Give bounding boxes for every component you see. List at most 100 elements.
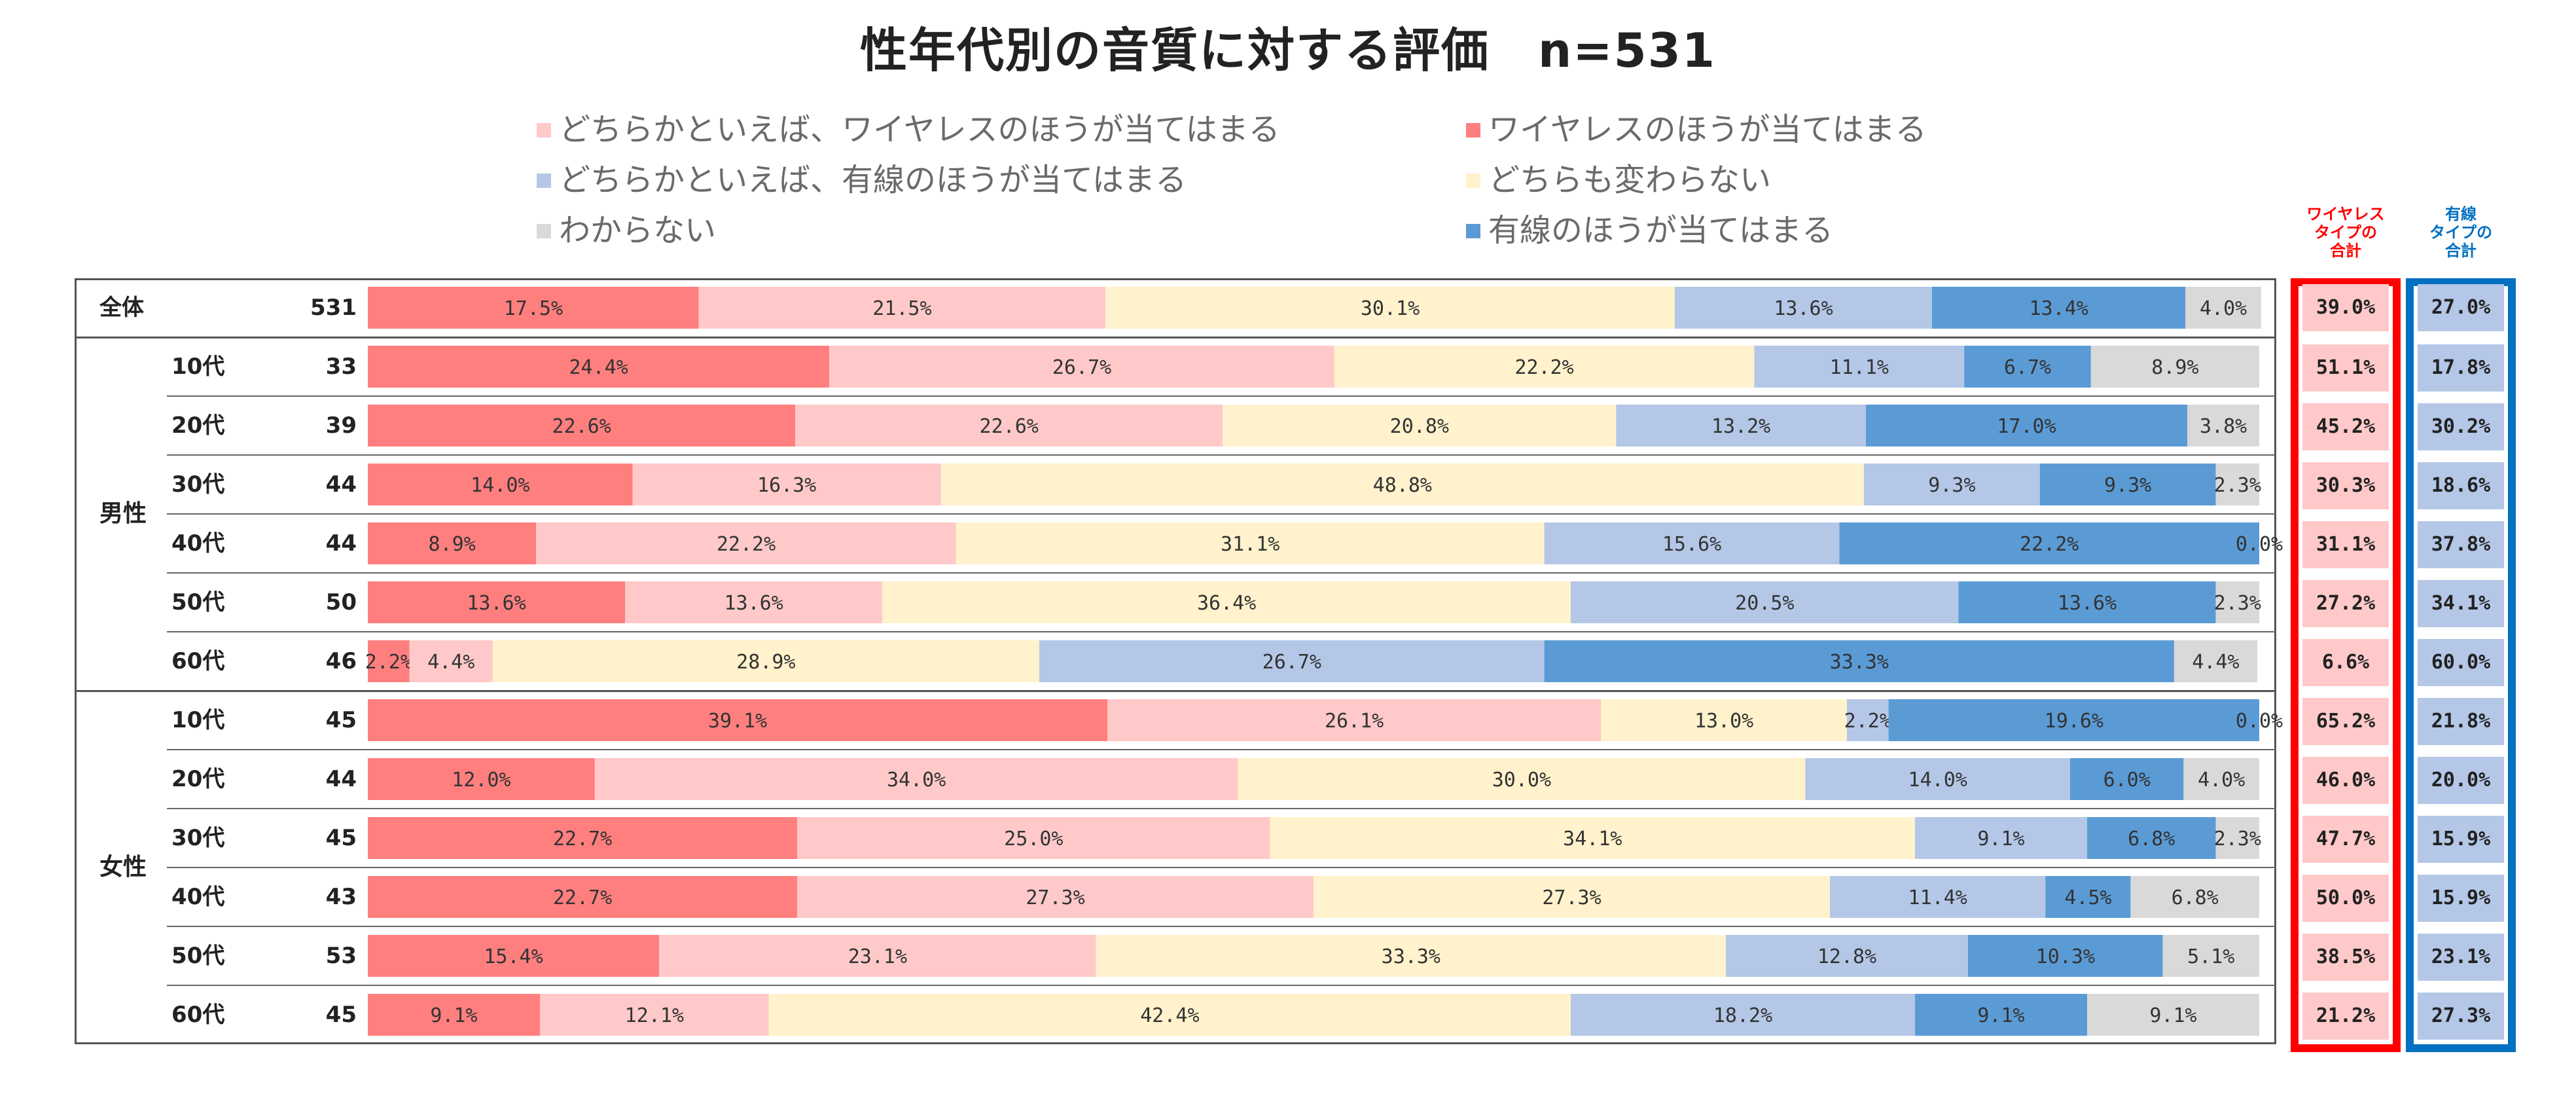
row-label: 60代 [171, 648, 225, 674]
total-value-wired: 34.1% [2418, 579, 2504, 627]
total-header-wired: 有線 タイプの 合計 [2405, 205, 2516, 260]
bar-segment-rather_wireless [625, 581, 882, 623]
bar-segment-rather_wired [1571, 581, 1959, 623]
bar-segment-unknown [2090, 346, 2259, 388]
total-header-line: 合計 [2445, 242, 2477, 260]
row-divider [167, 395, 2276, 397]
bar-segment-rather_wireless [540, 994, 769, 1036]
bar-segment-rather_wired [1039, 640, 1545, 682]
bar-value-label: 22.6% [552, 415, 611, 438]
bar-segment-unknown [2215, 817, 2259, 859]
bar-value-label: 13.6% [467, 592, 526, 615]
bar-segment-wireless [368, 876, 797, 918]
bar-value-label: 19.6% [2045, 710, 2103, 733]
total-header-line: タイプの [2314, 223, 2377, 242]
legend-item: どちらかといえば、ワイヤレスのほうが当てはまる [537, 110, 1280, 149]
total-value-wired: 17.8% [2418, 343, 2504, 392]
row-divider [167, 985, 2276, 986]
total-header-line: タイプの [2429, 223, 2492, 242]
chart-frame [75, 278, 2276, 1044]
row-n-value: 33 [325, 354, 357, 380]
legend-label: どちらも変わらない [1488, 162, 1772, 198]
bar-value-label: 13.6% [2058, 592, 2117, 615]
bar-value-label: 18.2% [1713, 1004, 1772, 1027]
legend-label: どちらかといえば、有線のほうが当てはまる [559, 162, 1187, 198]
bar-value-label: 22.6% [980, 415, 1039, 438]
bar-segment-unknown [2215, 581, 2259, 623]
bar-value-label: 42.4% [1140, 1004, 1199, 1027]
bar-value-label: 9.1% [2149, 1004, 2196, 1027]
bar-segment-neutral [940, 464, 1864, 505]
bar-value-label: 10.3% [2036, 945, 2095, 968]
bar-value-label: 4.5% [2064, 886, 2111, 909]
bar-segment-neutral [882, 581, 1571, 623]
legend-label: ワイヤレスのほうが当てはまる [1488, 111, 1927, 148]
bar-segment-rather_wireless [797, 876, 1314, 918]
bar-value-label: 13.2% [1711, 415, 1770, 438]
bar-segment-rather_wireless [594, 758, 1238, 800]
bar-segment-rather_wired [1915, 817, 2087, 859]
total-value-wired: 60.0% [2418, 638, 2504, 686]
bar-value-label: 15.6% [1662, 533, 1721, 556]
bar-value-label: 8.9% [428, 533, 475, 556]
bar-value-label: 2.3% [2214, 592, 2261, 615]
bar-value-label: 4.4% [2192, 651, 2239, 674]
bar-segment-wireless [368, 581, 625, 623]
bar-segment-rather_wired [1864, 464, 2040, 505]
bar-segment-wired [1888, 699, 2259, 741]
bar-segment-rather_wireless [409, 640, 493, 682]
chart-title: 性年代別の音質に対する評価 n=531 [860, 23, 1716, 78]
bar-value-label: 13.4% [2030, 297, 2088, 320]
bar-segment-neutral [956, 522, 1545, 564]
bar-segment-wired [1865, 405, 2188, 447]
bar-value-label: 26.7% [1262, 651, 1321, 674]
row-divider [167, 867, 2276, 868]
row-label: 50代 [171, 589, 225, 615]
bar-value-label: 22.2% [2020, 533, 2079, 556]
legend-item: 有線のほうが当てはまる [1466, 211, 1833, 250]
bar-segment-neutral [492, 640, 1039, 682]
total-header-line: ワイヤレス [2306, 205, 2385, 223]
row-n-value: 45 [325, 1002, 357, 1028]
total-value-wired: 37.8% [2418, 520, 2504, 568]
bar-value-label: 34.1% [1563, 828, 1622, 850]
row-label: 10代 [171, 354, 225, 380]
bar-segment-rather_wired [1675, 287, 1932, 329]
bar-value-label: 13.6% [724, 592, 783, 615]
bar-segment-wireless [368, 522, 537, 564]
bar-value-label: 4.4% [427, 651, 474, 674]
bar-value-label: 6.8% [2172, 886, 2219, 909]
legend-swatch [1466, 173, 1480, 188]
row-n-value: 39 [325, 412, 357, 439]
bar-value-label: 39.1% [708, 710, 767, 733]
bar-segment-wired [1544, 640, 2174, 682]
bar-value-label: 5.1% [2187, 945, 2234, 968]
bar-value-label: 3.8% [2200, 415, 2247, 438]
bar-segment-neutral [768, 994, 1571, 1036]
legend-swatch [537, 224, 551, 238]
total-value-wired: 21.8% [2418, 697, 2504, 745]
bar-value-label: 25.0% [1004, 828, 1063, 850]
bar-value-label: 9.3% [2104, 474, 2151, 497]
row-n-value: 44 [325, 471, 357, 498]
bar-value-label: 28.9% [736, 651, 795, 674]
bar-segment-neutral [1105, 287, 1675, 329]
bar-value-label: 26.7% [1052, 356, 1111, 379]
total-value-wireless: 39.0% [2302, 284, 2389, 331]
bar-segment-wireless [368, 935, 660, 977]
row-n-value: 50 [325, 589, 357, 615]
bar-segment-rather_wired [1754, 346, 1965, 388]
bar-value-label: 2.2% [365, 651, 412, 674]
bar-segment-wireless [368, 699, 1107, 741]
legend-item: どちらも変わらない [1466, 160, 1771, 200]
bar-segment-wired [1915, 994, 2087, 1036]
bar-value-label: 17.0% [1997, 415, 2056, 438]
row-divider [167, 631, 2276, 632]
row-divider [167, 454, 2276, 456]
bar-value-label: 9.3% [1928, 474, 1975, 497]
total-value-wireless: 31.1% [2302, 520, 2389, 568]
bar-value-label: 21.5% [872, 297, 931, 320]
total-value-wired: 27.0% [2418, 284, 2504, 331]
bar-segment-wired [1967, 935, 2163, 977]
total-header-line: 合計 [2330, 242, 2361, 260]
